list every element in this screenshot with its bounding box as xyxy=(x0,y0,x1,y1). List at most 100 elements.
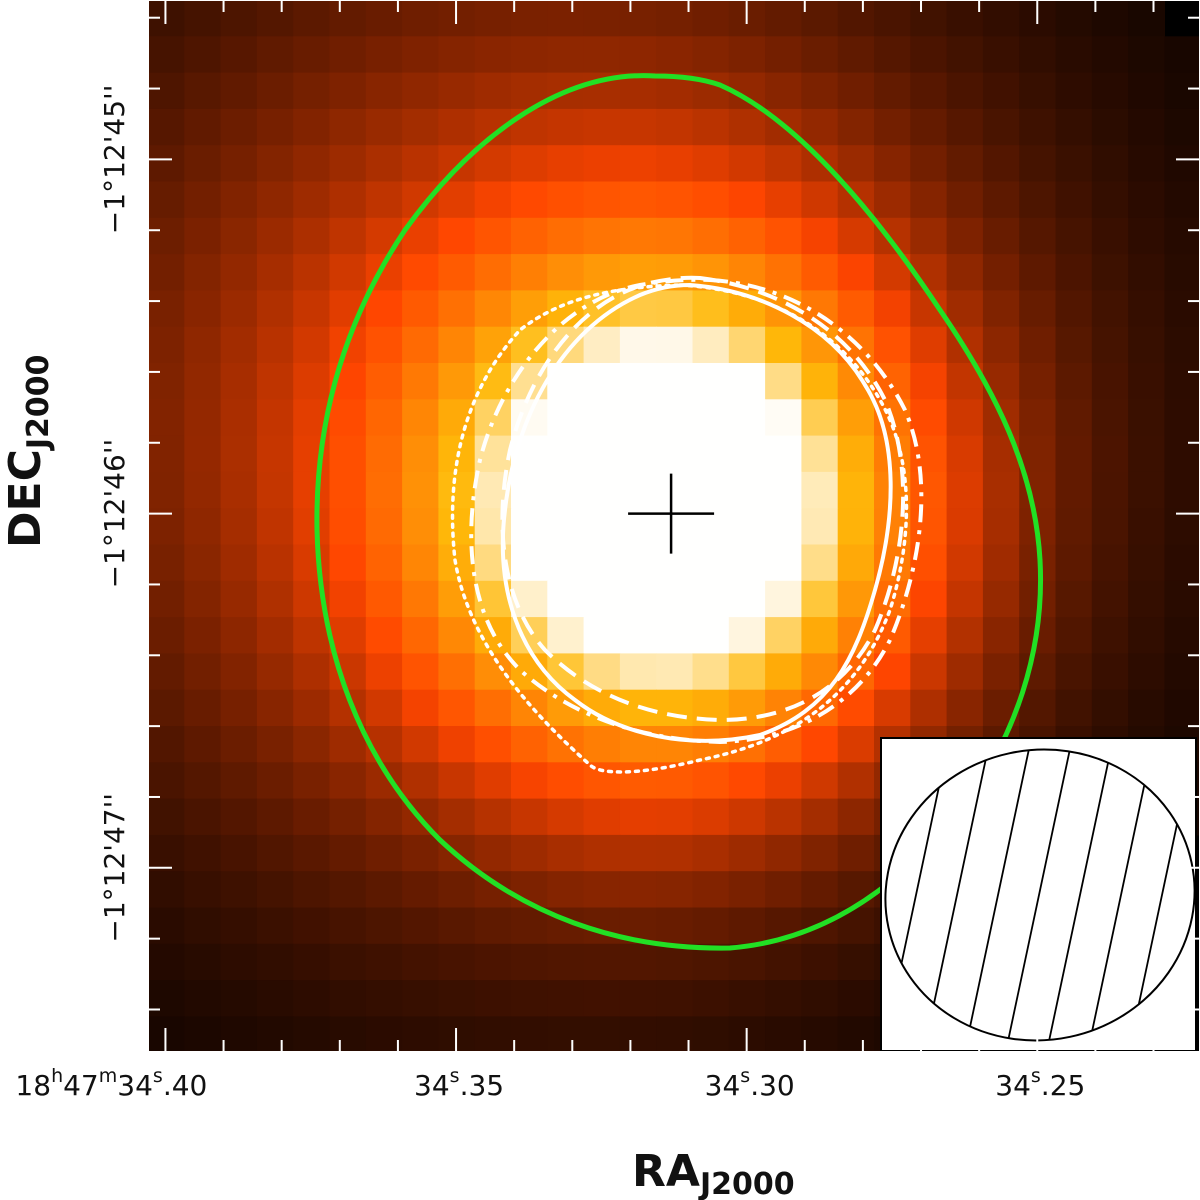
map-pixel xyxy=(148,72,185,110)
map-pixel xyxy=(184,580,222,618)
map-pixel xyxy=(365,834,403,872)
map-pixel xyxy=(1091,399,1129,437)
map-pixel xyxy=(293,980,331,1017)
map-pixel xyxy=(619,36,657,74)
map-pixel xyxy=(656,471,694,509)
map-pixel xyxy=(837,290,875,328)
map-pixel xyxy=(220,580,258,618)
map-pixel xyxy=(619,1016,657,1052)
map-pixel xyxy=(438,290,476,328)
contour-white-dashed xyxy=(500,275,906,722)
map-pixel xyxy=(910,326,948,364)
map-pixel xyxy=(256,326,294,364)
map-pixel xyxy=(982,580,1020,618)
map-pixel xyxy=(365,907,403,945)
map-pixel xyxy=(1019,254,1057,291)
map-pixel xyxy=(329,834,367,872)
map-pixel xyxy=(946,617,984,654)
map-pixel xyxy=(256,290,294,328)
map-pixel xyxy=(910,145,948,183)
map-pixel xyxy=(583,435,621,473)
map-pixel xyxy=(220,798,258,836)
map-pixel xyxy=(583,181,621,219)
map-pixel xyxy=(220,399,258,437)
map-pixel xyxy=(402,290,439,328)
map-pixel xyxy=(801,435,839,473)
map-pixel xyxy=(1019,72,1057,110)
map-pixel xyxy=(619,871,657,909)
map-pixel xyxy=(1091,471,1129,509)
map-pixel xyxy=(656,145,694,183)
map-pixel xyxy=(511,1016,548,1052)
map-pixel xyxy=(1055,145,1093,183)
map-pixel xyxy=(910,0,948,37)
map-pixel xyxy=(365,36,403,74)
map-pixel xyxy=(910,181,948,219)
map-pixel xyxy=(148,145,185,183)
map-pixel xyxy=(692,980,730,1017)
map-pixel xyxy=(946,72,984,110)
map-pixel xyxy=(656,980,694,1017)
x-tick-label: 34s.25 xyxy=(995,1065,1085,1102)
map-pixel xyxy=(765,943,802,981)
map-pixel xyxy=(438,726,476,763)
map-pixel xyxy=(438,798,476,836)
map-pixel xyxy=(874,36,911,74)
map-pixel xyxy=(184,326,222,364)
map-pixel xyxy=(619,217,657,255)
map-pixel xyxy=(184,36,222,74)
map-pixel xyxy=(1091,653,1129,691)
map-pixel xyxy=(982,617,1020,654)
map-pixel xyxy=(184,943,222,981)
map-pixel xyxy=(1128,254,1165,291)
map-pixel xyxy=(220,108,258,146)
map-pixel xyxy=(837,762,875,800)
map-pixel xyxy=(619,399,657,437)
map-pixel xyxy=(765,181,802,219)
map-pixel xyxy=(293,290,331,328)
map-pixel xyxy=(583,508,621,546)
map-pixel xyxy=(329,580,367,618)
map-pixel xyxy=(1019,217,1057,255)
map-pixel xyxy=(728,326,766,364)
map-pixel xyxy=(946,108,984,146)
map-pixel xyxy=(438,508,476,546)
map-pixel xyxy=(801,108,839,146)
map-pixel xyxy=(801,72,839,110)
map-pixel xyxy=(656,907,694,945)
map-pixel xyxy=(583,762,621,800)
map-pixel xyxy=(801,871,839,909)
map-pixel xyxy=(438,653,476,691)
beam-ellipse xyxy=(884,748,1196,1042)
map-pixel xyxy=(982,36,1020,74)
map-pixel xyxy=(438,907,476,945)
map-pixel xyxy=(220,907,258,945)
map-pixel xyxy=(547,834,585,872)
map-pixel xyxy=(1091,181,1129,219)
map-pixel xyxy=(293,508,331,546)
map-pixel xyxy=(365,108,403,146)
map-pixel xyxy=(910,363,948,400)
map-pixel xyxy=(1091,108,1129,146)
map-pixel xyxy=(619,580,657,618)
map-pixel xyxy=(547,217,585,255)
map-pixel xyxy=(837,689,875,727)
map-pixel xyxy=(547,653,585,691)
map-pixel xyxy=(547,326,585,364)
map-pixel xyxy=(148,363,185,400)
map-pixel xyxy=(438,108,476,146)
map-pixel xyxy=(511,508,548,546)
map-pixel xyxy=(874,0,911,37)
map-pixel xyxy=(256,798,294,836)
map-pixel xyxy=(293,254,331,291)
map-pixel xyxy=(1091,326,1129,364)
map-pixel xyxy=(474,181,512,219)
map-pixel xyxy=(511,980,548,1017)
map-pixel xyxy=(474,72,512,110)
map-pixel xyxy=(692,726,730,763)
map-pixel xyxy=(547,435,585,473)
map-pixel xyxy=(801,762,839,800)
map-pixel xyxy=(692,834,730,872)
map-pixel xyxy=(329,471,367,509)
map-pixel xyxy=(728,980,766,1017)
